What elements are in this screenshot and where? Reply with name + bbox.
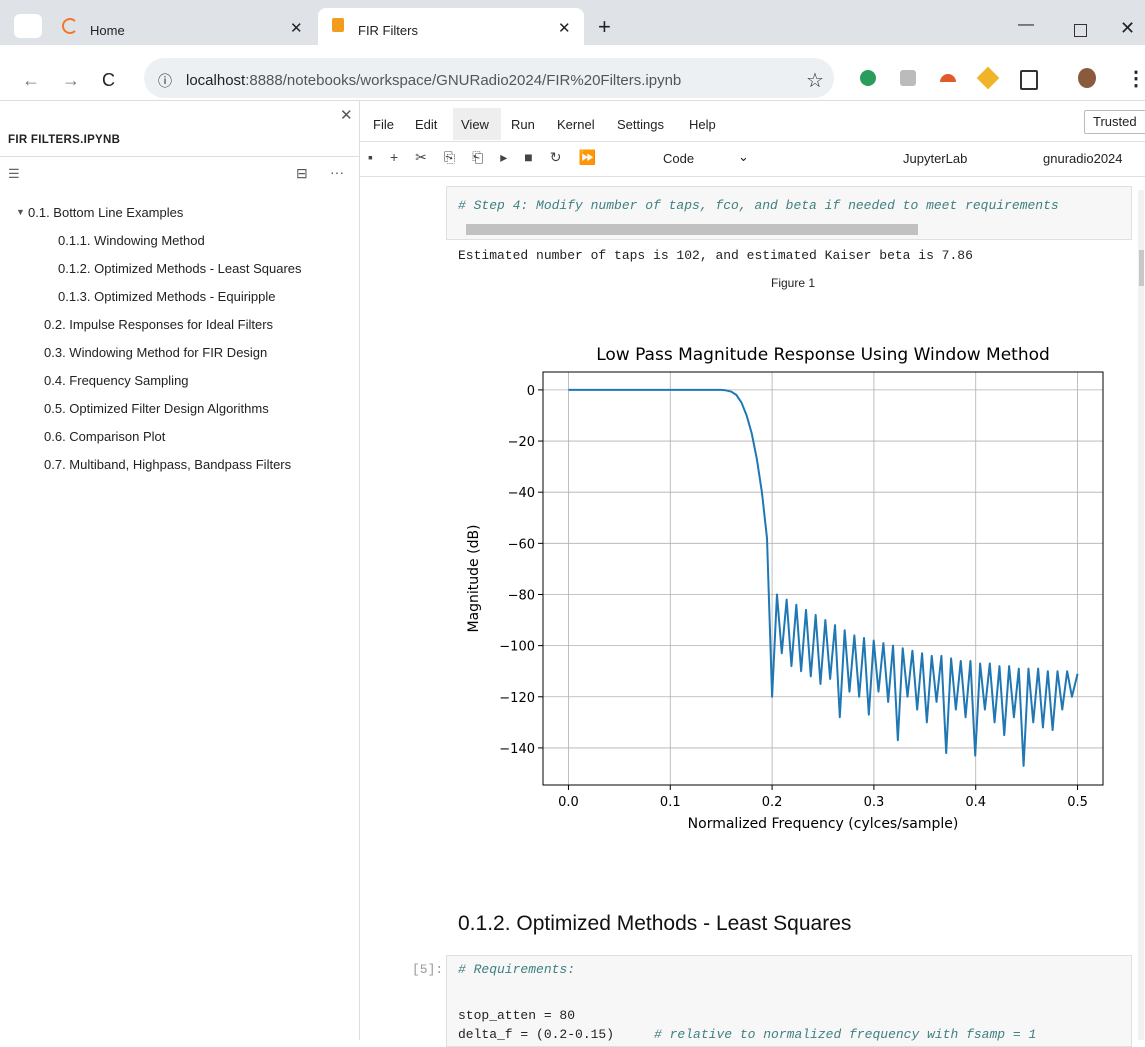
y-tick-label: −80 <box>508 588 535 603</box>
extension[interactable] <box>940 74 956 82</box>
extensions-menu[interactable] <box>1020 70 1038 90</box>
toc-item[interactable]: 0.4. Frequency Sampling <box>44 373 189 388</box>
url[interactable]: localhost:8888/notebooks/workspace/GNURa… <box>186 72 681 89</box>
kernel-name[interactable]: gnuradio2024 <box>1043 151 1123 166</box>
info-icon[interactable]: ⓘ <box>158 73 172 89</box>
toc-item[interactable]: 0.1.2. Optimized Methods - Least Squares <box>58 261 302 276</box>
tab-menu[interactable] <box>14 14 42 38</box>
toc-item[interactable]: 0.3. Windowing Method for FIR Design <box>44 345 268 360</box>
browser-menu[interactable]: ⋮ <box>1126 68 1145 90</box>
toc-item[interactable]: 0.7. Multiband, Highpass, Bandpass Filte… <box>44 457 292 472</box>
divider <box>360 141 1145 142</box>
scrollbar[interactable] <box>466 224 918 235</box>
y-tick-label: −60 <box>508 537 535 552</box>
code: delta_f = (0.2-0.15) <box>458 1027 615 1042</box>
code-cell[interactable] <box>446 955 1132 1047</box>
menu-item[interactable]: Kernel <box>557 117 595 132</box>
toc-item[interactable]: 0.6. Comparison Plot <box>44 429 166 444</box>
chart: Low Pass Magnitude Response Using Window… <box>466 345 1104 832</box>
tab-close[interactable]: ✕ <box>558 20 571 37</box>
menu-item[interactable]: Settings <box>617 117 664 132</box>
url-host: localhost <box>186 72 246 89</box>
back[interactable]: ← <box>22 70 40 90</box>
y-axis-label: Magnitude (dB) <box>466 524 482 632</box>
tab-icon <box>62 18 78 34</box>
x-axis-label: Normalized Frequency (cylces/sample) <box>688 816 959 832</box>
extension[interactable] <box>860 70 876 86</box>
toc-item[interactable]: 0.1.3. Optimized Methods - Equiripple <box>58 289 276 304</box>
x-tick-label: 0.3 <box>864 795 885 810</box>
x-tick-label: 0.4 <box>965 795 986 810</box>
toc-item[interactable]: 0.2. Impulse Responses for Ideal Filters <box>44 317 274 332</box>
sidebar-close[interactable]: ✕ <box>340 107 353 124</box>
menu-item[interactable]: View <box>461 117 489 132</box>
toc-item[interactable]: 0.1.1. Windowing Method <box>58 233 205 248</box>
scroll-thumb[interactable] <box>1139 250 1144 286</box>
x-tick-label: 0.5 <box>1067 795 1088 810</box>
collapse-icon[interactable]: ⊟ <box>296 165 308 181</box>
sidebar <box>0 101 360 1040</box>
url-path: :8888/notebooks/workspace/GNURadio2024/F… <box>245 72 682 89</box>
notebook-toolbar[interactable]: ▪+✂⎘⎗▸■↻⏩ <box>368 149 613 165</box>
cell-output: Estimated number of taps is 102, and est… <box>458 248 973 263</box>
profile[interactable] <box>1078 68 1096 88</box>
reload[interactable]: C <box>102 70 115 90</box>
code-line: stop_atten = 80 <box>458 1008 576 1023</box>
series-line <box>568 388 1079 767</box>
cell-type[interactable]: Code <box>663 151 695 166</box>
y-tick-label: −120 <box>499 691 535 706</box>
y-tick-label: −100 <box>499 640 535 655</box>
menu-item[interactable]: Edit <box>415 117 438 132</box>
chart-title: Low Pass Magnitude Response Using Window… <box>596 345 1050 365</box>
maximize[interactable] <box>1074 24 1087 37</box>
minimize[interactable]: — <box>1018 16 1034 33</box>
menu-item[interactable]: Run <box>511 117 535 132</box>
toc-icon[interactable]: ☰ <box>8 166 20 181</box>
active-tab[interactable] <box>318 8 584 45</box>
x-tick-label: 0.1 <box>660 795 681 810</box>
page-scrollbar[interactable] <box>1138 190 1144 1040</box>
tab-close[interactable]: ✕ <box>290 20 303 37</box>
x-tick-label: 0.0 <box>558 795 579 810</box>
y-tick-label: −140 <box>499 742 535 757</box>
tab-icon <box>332 18 344 32</box>
x-tick-label: 0.2 <box>762 795 783 810</box>
plot-frame <box>542 371 1104 786</box>
bookmark[interactable]: ☆ <box>806 70 824 92</box>
jupyterlab-link[interactable]: JupyterLab <box>903 151 968 166</box>
cell-prompt: [5]: <box>412 962 444 977</box>
omnibox[interactable] <box>144 58 834 98</box>
trusted[interactable]: Trusted <box>1084 110 1145 134</box>
y-tick-label: 0 <box>527 384 535 399</box>
menu-item[interactable]: File <box>373 117 394 132</box>
toc-item[interactable]: 0.5. Optimized Filter Design Algorithms <box>44 401 269 416</box>
close-window[interactable]: ✕ <box>1120 18 1136 38</box>
code-comment: # relative to normalized frequency with … <box>654 1027 1037 1042</box>
code-line: delta_f = (0.2-0.15) # relative to normal… <box>458 1027 1036 1042</box>
code-line: # Requirements: <box>458 962 576 977</box>
new-tab[interactable]: + <box>598 14 611 39</box>
more-icon[interactable]: ··· <box>330 164 344 180</box>
toc-caret[interactable]: ▼ <box>16 207 25 217</box>
tab-title[interactable]: FIR Filters <box>358 23 418 38</box>
toc-item[interactable]: 0.1. Bottom Line Examples <box>28 205 184 220</box>
code-comment: # Step 4: Modify number of taps, fco, an… <box>458 198 1059 213</box>
menu-item[interactable]: Help <box>689 117 716 132</box>
y-tick-label: −40 <box>508 486 535 501</box>
extension[interactable] <box>900 70 916 86</box>
y-tick-label: −20 <box>508 435 535 450</box>
divider <box>360 176 1145 177</box>
section-heading: 0.1.2. Optimized Methods - Least Squares <box>458 912 852 935</box>
divider <box>0 156 359 157</box>
figure-label: Figure 1 <box>771 276 816 290</box>
sidebar-title: FIR FILTERS.IPYNB <box>8 134 121 146</box>
tab-title[interactable]: Home <box>90 23 125 38</box>
cell-type-arrow[interactable]: ⌄ <box>738 149 749 164</box>
forward[interactable]: → <box>62 70 80 90</box>
